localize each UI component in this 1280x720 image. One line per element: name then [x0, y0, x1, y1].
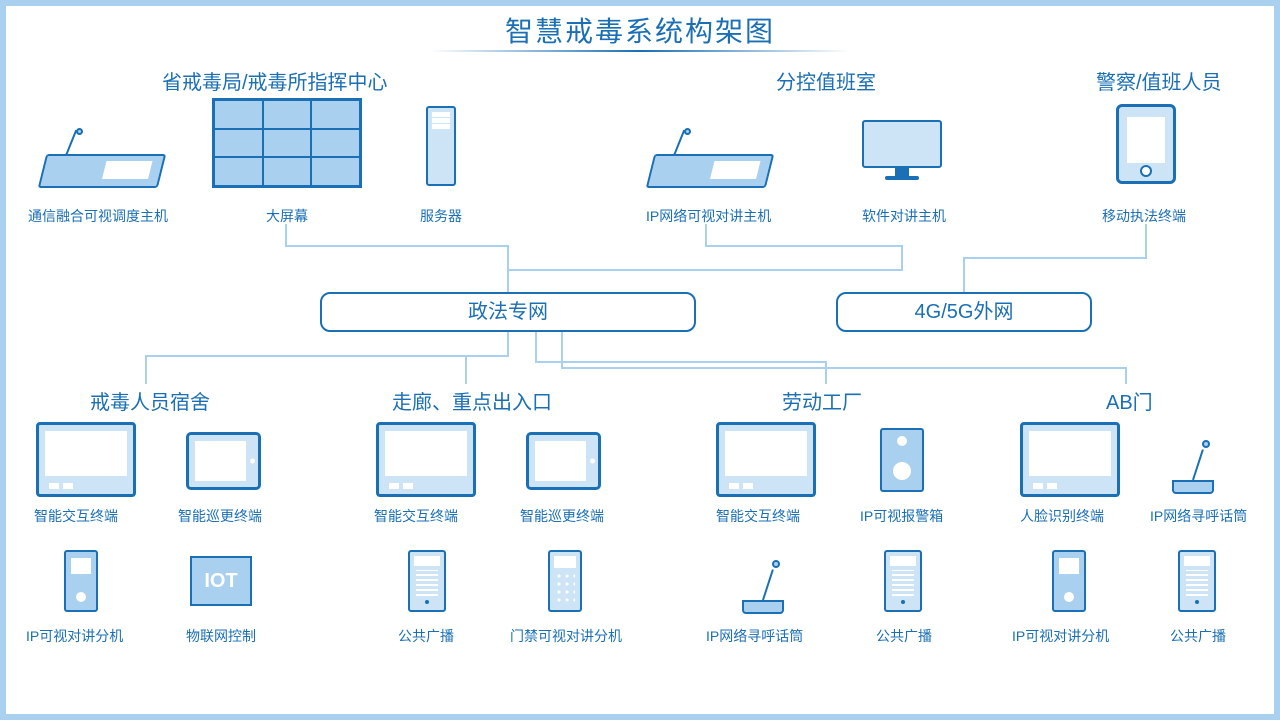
device-smart3-icon: [716, 422, 816, 497]
device-patrol2-icon: [526, 432, 601, 490]
device-mobile-label: 移动执法终端: [1102, 206, 1186, 226]
device-ipdesk-label: IP网络可视对讲主机: [646, 206, 771, 226]
device-pa2-icon: [884, 550, 922, 612]
device-patrol1-icon: [186, 432, 261, 490]
device-door-label: 门禁可视对讲分机: [510, 626, 622, 646]
title-underline: [430, 50, 850, 52]
network-private: 政法专网: [320, 292, 696, 332]
device-ipext2-icon: [1052, 550, 1086, 612]
device-smart3-label: 智能交互终端: [716, 506, 800, 526]
device-iot-label: 物联网控制: [186, 626, 256, 646]
device-pagemic1-icon: [1168, 438, 1218, 494]
device-iot-icon: IOT: [190, 556, 252, 606]
device-console-icon: [42, 132, 162, 188]
section-top-right: 警察/值班人员: [1096, 66, 1222, 95]
device-face-icon: [1020, 422, 1120, 497]
device-smart1-label: 智能交互终端: [34, 506, 118, 526]
device-pagemic1-label: IP网络寻呼话筒: [1150, 506, 1247, 526]
device-console-label: 通信融合可视调度主机: [28, 206, 168, 226]
section-bot-3: 劳动工厂: [782, 386, 862, 415]
device-bigscreen-label: 大屏幕: [266, 206, 308, 226]
device-patrol2-label: 智能巡更终端: [520, 506, 604, 526]
device-pa3-label: 公共广播: [1170, 626, 1226, 646]
device-pa1-label: 公共广播: [398, 626, 454, 646]
device-alarmbox-icon: [880, 428, 924, 492]
device-ipext1-label: IP可视对讲分机: [26, 626, 123, 646]
device-smart2-label: 智能交互终端: [374, 506, 458, 526]
device-bigscreen-icon: [212, 98, 362, 188]
device-ipdesk-icon: [650, 132, 770, 188]
section-bot-4: AB门: [1106, 386, 1153, 415]
device-pa1-icon: [408, 550, 446, 612]
device-softhost-label: 软件对讲主机: [862, 206, 946, 226]
device-mobile-icon: [1116, 104, 1176, 184]
device-pagemic2-icon: [738, 558, 788, 614]
device-smart1-icon: [36, 422, 136, 497]
device-pa2-label: 公共广播: [876, 626, 932, 646]
device-pagemic2-label: IP网络寻呼话筒: [706, 626, 803, 646]
device-smart2-icon: [376, 422, 476, 497]
section-top-mid: 分控值班室: [776, 66, 876, 95]
network-public: 4G/5G外网: [836, 292, 1092, 332]
device-patrol1-label: 智能巡更终端: [178, 506, 262, 526]
page-title: 智慧戒毒系统构架图: [6, 10, 1274, 50]
device-face-label: 人脸识别终端: [1020, 506, 1104, 526]
device-pa3-icon: [1178, 550, 1216, 612]
device-alarmbox-label: IP可视报警箱: [860, 506, 943, 526]
section-bot-1: 戒毒人员宿舍: [90, 386, 210, 415]
device-door-icon: [548, 550, 582, 612]
device-server-icon: [426, 106, 456, 186]
device-ipext1-icon: [64, 550, 98, 612]
device-ipext2-label: IP可视对讲分机: [1012, 626, 1109, 646]
device-softhost-icon: [862, 120, 942, 180]
section-top-left: 省戒毒局/戒毒所指挥中心: [162, 66, 388, 95]
device-server-label: 服务器: [420, 206, 462, 226]
section-bot-2: 走廊、重点出入口: [392, 386, 552, 415]
